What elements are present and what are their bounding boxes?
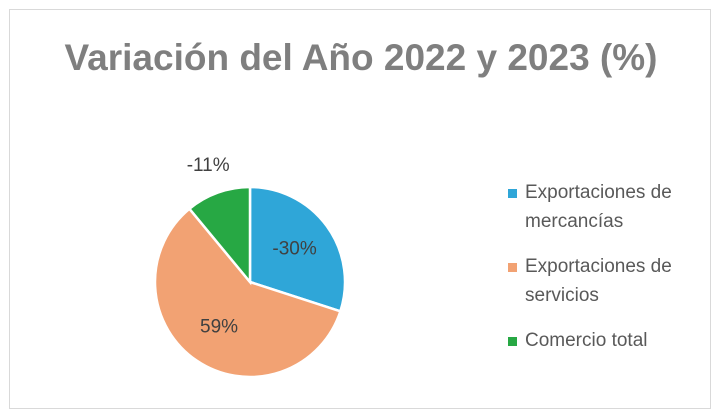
legend-item: Comercio total bbox=[508, 326, 698, 355]
legend-swatch bbox=[508, 189, 517, 198]
chart-frame bbox=[9, 9, 711, 409]
pie-slice bbox=[187, 185, 252, 286]
legend-label: Exportaciones de mercancías bbox=[525, 182, 672, 232]
pie-slice bbox=[153, 207, 342, 379]
legend-item: Exportaciones de servicios bbox=[508, 252, 698, 310]
data-label: 59% bbox=[200, 317, 238, 338]
chart-title: Variación del Año 2022 y 2023 (%) bbox=[64, 37, 658, 78]
legend-swatch bbox=[508, 263, 517, 272]
legend: Exportaciones de mercancías Exportaciones… bbox=[508, 178, 698, 371]
legend-label: Exportaciones de servicios bbox=[525, 256, 672, 306]
data-label: -11% bbox=[187, 155, 230, 176]
legend-label: Comercio total bbox=[525, 330, 648, 351]
legend-swatch bbox=[508, 337, 517, 346]
data-label: -30% bbox=[272, 239, 316, 260]
legend-item: Exportaciones de mercancías bbox=[508, 178, 698, 236]
pie-slice bbox=[248, 185, 347, 313]
